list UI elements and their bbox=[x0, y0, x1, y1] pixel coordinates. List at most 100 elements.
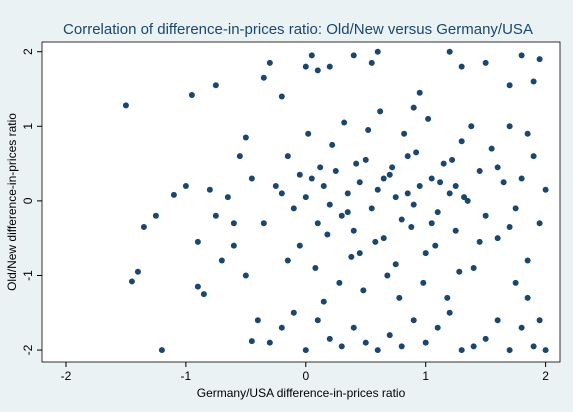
point bbox=[542, 347, 549, 354]
point bbox=[314, 220, 321, 227]
point bbox=[326, 335, 333, 342]
point bbox=[530, 343, 537, 350]
plot-area bbox=[41, 41, 561, 363]
point bbox=[305, 130, 312, 137]
point bbox=[254, 317, 261, 324]
point bbox=[170, 191, 177, 198]
point bbox=[434, 324, 441, 331]
point bbox=[278, 93, 285, 100]
point bbox=[338, 212, 345, 219]
point bbox=[314, 317, 321, 324]
point bbox=[266, 59, 273, 66]
point bbox=[494, 164, 501, 171]
point bbox=[236, 153, 243, 160]
point bbox=[362, 339, 369, 346]
x-tick-label: 1 bbox=[422, 369, 429, 383]
y-tick-label: 0 bbox=[21, 197, 35, 204]
point bbox=[317, 164, 324, 171]
point bbox=[422, 339, 429, 346]
point bbox=[416, 89, 423, 96]
point bbox=[458, 138, 465, 145]
point bbox=[440, 160, 447, 167]
point bbox=[374, 347, 381, 354]
point bbox=[396, 294, 403, 301]
x-axis-label: Germany/USA difference-in-prices ratio bbox=[197, 386, 406, 400]
point bbox=[384, 272, 391, 279]
point bbox=[449, 156, 456, 163]
point bbox=[482, 212, 489, 219]
point bbox=[230, 242, 237, 249]
point bbox=[242, 134, 249, 141]
point bbox=[372, 238, 379, 245]
point bbox=[360, 287, 367, 294]
point bbox=[530, 153, 537, 160]
point bbox=[446, 48, 453, 55]
point bbox=[356, 179, 363, 186]
point bbox=[336, 279, 343, 286]
point bbox=[392, 261, 399, 268]
point bbox=[446, 190, 453, 197]
point bbox=[444, 294, 451, 301]
point bbox=[470, 265, 477, 272]
point bbox=[341, 119, 348, 126]
point bbox=[248, 338, 255, 345]
y-tick-label: 1 bbox=[21, 123, 35, 130]
point bbox=[362, 156, 369, 163]
point bbox=[194, 283, 201, 290]
point bbox=[272, 182, 279, 189]
point bbox=[434, 209, 441, 216]
point bbox=[524, 257, 531, 264]
point bbox=[404, 190, 411, 197]
point bbox=[206, 186, 213, 193]
point bbox=[326, 63, 333, 70]
point bbox=[428, 175, 435, 182]
point bbox=[368, 59, 375, 66]
point bbox=[308, 175, 315, 182]
point bbox=[518, 324, 525, 331]
point bbox=[290, 309, 297, 316]
point bbox=[290, 205, 297, 212]
point bbox=[494, 235, 501, 242]
point bbox=[416, 182, 423, 189]
point bbox=[386, 171, 393, 178]
point bbox=[374, 186, 381, 193]
point bbox=[506, 223, 513, 230]
point bbox=[410, 201, 417, 208]
point bbox=[494, 317, 501, 324]
point bbox=[464, 197, 471, 204]
point bbox=[350, 52, 357, 59]
point bbox=[476, 238, 483, 245]
point bbox=[398, 343, 405, 350]
point bbox=[348, 253, 355, 260]
point bbox=[266, 339, 273, 346]
point bbox=[420, 279, 427, 286]
point bbox=[320, 182, 327, 189]
point bbox=[536, 56, 543, 63]
point bbox=[536, 317, 543, 324]
point bbox=[410, 104, 417, 111]
point bbox=[408, 223, 415, 230]
point bbox=[524, 130, 531, 137]
point bbox=[338, 343, 345, 350]
point bbox=[374, 48, 381, 55]
point bbox=[230, 220, 237, 227]
point bbox=[140, 223, 147, 230]
point bbox=[456, 268, 463, 275]
point bbox=[212, 212, 219, 219]
point bbox=[432, 242, 439, 249]
y-tick-label: -1 bbox=[21, 270, 35, 281]
point bbox=[128, 278, 135, 285]
point bbox=[218, 257, 225, 264]
point bbox=[284, 153, 291, 160]
chart-title: Correlation of difference-in-prices rati… bbox=[63, 21, 533, 38]
point bbox=[425, 115, 432, 122]
point bbox=[158, 347, 165, 354]
point bbox=[324, 231, 331, 238]
point bbox=[506, 347, 513, 354]
point bbox=[398, 216, 405, 223]
point bbox=[194, 238, 201, 245]
point bbox=[542, 186, 549, 193]
point bbox=[392, 194, 399, 201]
point bbox=[482, 335, 489, 342]
